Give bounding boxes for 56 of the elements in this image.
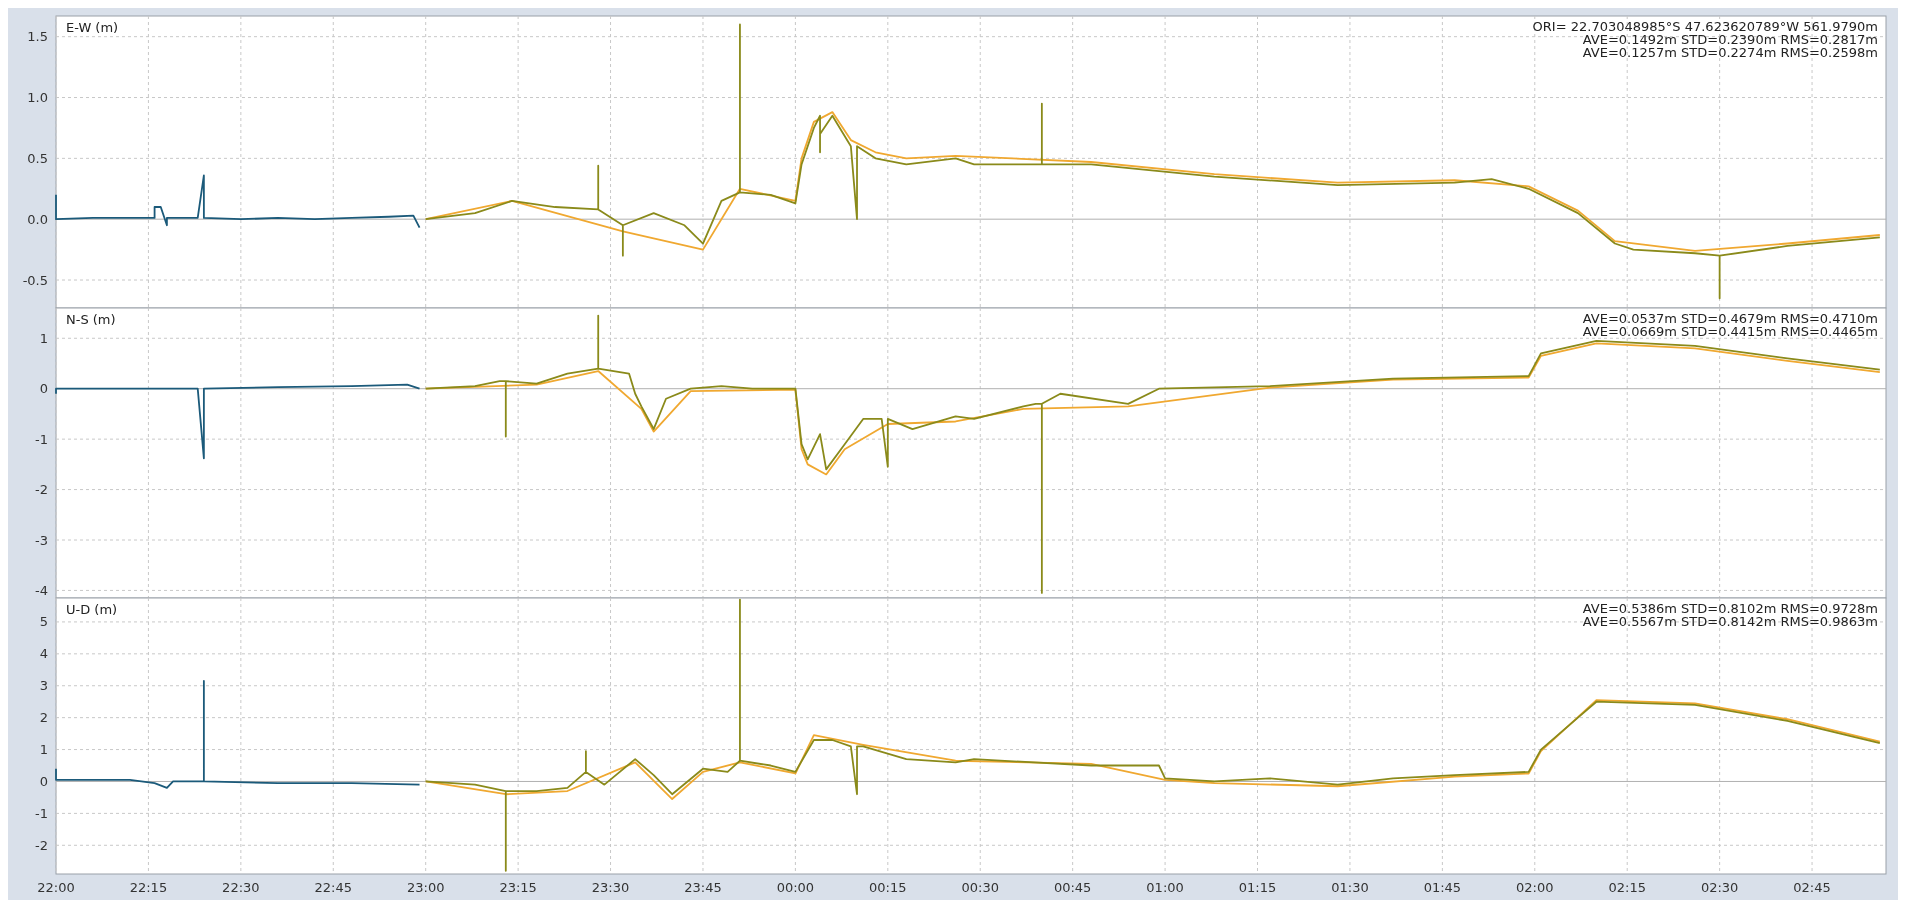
y-tick-label: 0 [39,774,48,790]
x-tick-label: 00:15 [869,880,907,895]
x-tick-label: 01:00 [1146,880,1184,895]
y-tick-label: -3 [35,532,48,548]
y-tick-label: 0 [39,381,48,397]
line-series [424,598,1881,872]
x-tick-label: 02:30 [1700,880,1739,895]
line-series [55,383,421,460]
y-tick-label: -4 [35,582,48,598]
annotation: AVE=0.0537m STD=0.4679m RMS=0.4710m [1582,311,1878,326]
x-tick-label: 22:15 [129,880,168,895]
y-tick-label: 1 [39,742,48,758]
y-tick-label: 5 [39,614,48,630]
y-tick-label: 1 [39,330,48,346]
y-tick-label: -2 [35,837,48,853]
x-tick-label: 23:15 [499,880,537,895]
y-tick-label: -1 [35,431,48,447]
x-tick-label: 01:15 [1238,880,1277,895]
x-tick-label: 00:30 [961,880,999,895]
y-tick-label: 1.5 [27,29,48,45]
y-tick-label: 1.0 [27,90,48,106]
y-tick-label: 2 [39,710,48,726]
y-axis-title: E-W (m) [66,20,119,35]
y-tick-label: -1 [35,805,48,821]
x-tick-label: 00:45 [1053,880,1092,895]
x-tick-label: 02:00 [1516,880,1554,895]
x-tick-label: 23:45 [684,880,722,895]
line-series [424,23,1881,300]
y-tick-label: 0.0 [27,211,48,227]
x-tick-label: 22:30 [222,880,260,895]
annotation: ORI= 22.703048985°S 47.623620789°W 561.9790m [1532,19,1878,34]
y-axis-title: N-S (m) [66,312,116,327]
y-tick-label: -2 [35,482,48,498]
line-series [424,699,1881,800]
x-tick-label: 02:15 [1608,880,1646,895]
y-axis-title: U-D (m) [66,602,118,617]
y-tick-label: 3 [39,678,48,694]
y-tick-label: -0.5 [22,272,48,288]
y-tick-label: 4 [39,646,48,662]
annotation: AVE=0.1257m STD=0.2274m RMS=0.2598m [1582,45,1878,60]
line-series [424,314,1881,594]
y-tick-label: 0.5 [27,150,48,166]
x-tick-label: 01:45 [1423,880,1462,895]
x-tick-label: 22:00 [37,880,75,895]
x-tick-label: 01:30 [1331,880,1369,895]
x-tick-label: 23:30 [591,880,630,895]
annotation: AVE=0.1492m STD=0.2390m RMS=0.2817m [1582,32,1878,47]
line-series [55,680,421,789]
x-tick-label: 22:45 [314,880,353,895]
x-tick-label: 02:45 [1793,880,1831,895]
x-tick-label: 00:00 [776,880,815,895]
annotation: AVE=0.5567m STD=0.8142m RMS=0.9863m [1582,614,1878,629]
line-series [55,174,421,229]
annotation: AVE=0.0669m STD=0.4415m RMS=0.4465m [1582,324,1878,339]
x-tick-label: 23:00 [406,880,445,895]
annotation: AVE=0.5386m STD=0.8102m RMS=0.9728m [1582,601,1878,616]
